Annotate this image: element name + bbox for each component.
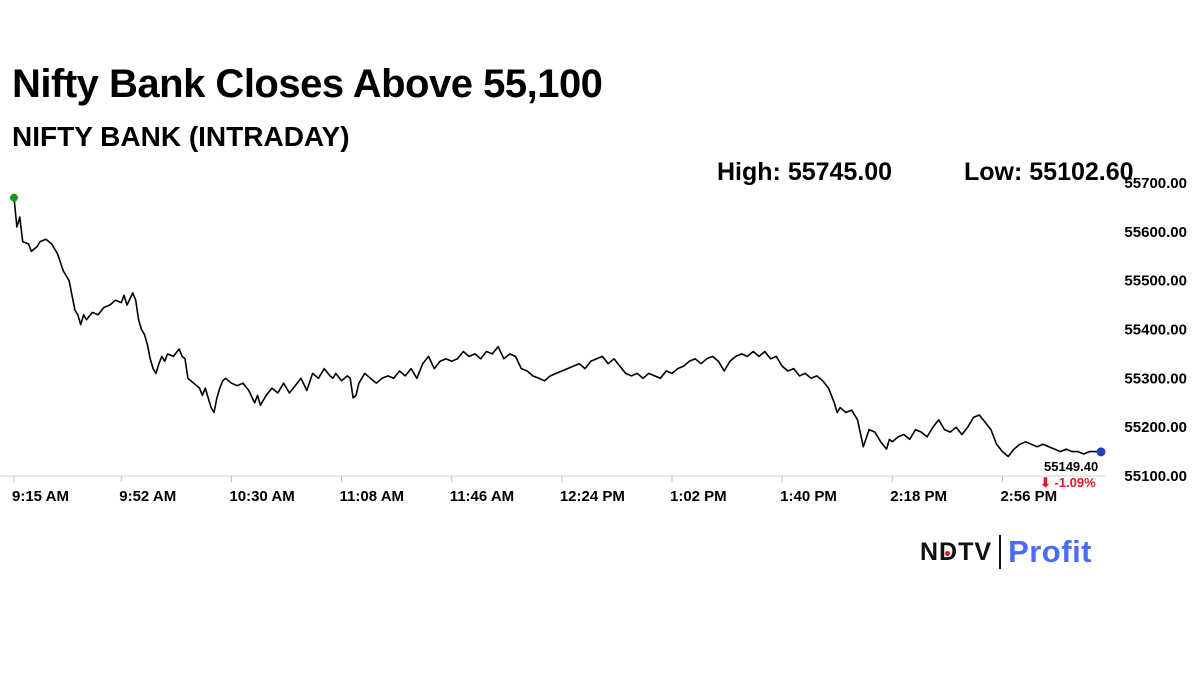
intraday-line-chart: 55700.00 55600.00 55500.00 55400.00 55300.00… [0, 175, 1187, 505]
x-tick-label: 11:46 AM [450, 488, 514, 505]
x-tick-label: 1:40 PM [780, 488, 837, 505]
y-tick-label: 55500.00 [1124, 273, 1187, 290]
ndtv-profit-logo: NDTV Profit [920, 532, 1092, 572]
headline: Nifty Bank Closes Above 55,100 [12, 62, 603, 106]
y-axis: 55700.00 55600.00 55500.00 55400.00 55300.00… [1124, 175, 1187, 485]
logo-red-dot [945, 550, 950, 556]
y-tick-label: 55300.00 [1124, 370, 1187, 387]
logo-divider [999, 535, 1002, 569]
x-tick-label: 11:08 AM [340, 488, 404, 505]
y-tick-label: 55700.00 [1124, 175, 1187, 192]
x-tick-label: 1:02 PM [670, 488, 727, 505]
x-axis: 9:15 AM 9:52 AM 10:30 AM 11:08 AM 11:46 AM 12… [0, 475, 1105, 505]
x-tick-label: 10:30 AM [229, 488, 294, 505]
end-point-marker [1096, 447, 1106, 457]
y-tick-label: 55200.00 [1124, 419, 1187, 436]
chart-subtitle: NIFTY BANK (INTRADAY) [12, 121, 350, 152]
start-point-marker [10, 193, 18, 202]
high-value: High: 55745.00 [717, 158, 893, 186]
x-tick-label: 2:56 PM [1000, 488, 1057, 505]
x-tick-label: 9:52 AM [119, 488, 176, 505]
change-percent-label: ⬇ -1.09% [1040, 475, 1096, 490]
y-tick-label: 55400.00 [1124, 322, 1187, 339]
series-line [13, 197, 1102, 458]
y-tick-label: 55100.00 [1124, 468, 1187, 485]
x-tick-label: 9:15 AM [12, 488, 69, 505]
plot-area: 55149.40⬇ -1.09% [10, 193, 1106, 490]
last-value-label: 55149.40 [1044, 459, 1098, 474]
x-tick-label: 12:24 PM [560, 488, 625, 505]
low-value: Low: 55102.60 [964, 158, 1134, 186]
logo-ndtv: NDTV [920, 537, 993, 566]
x-tick-label: 2:18 PM [890, 488, 947, 505]
y-tick-label: 55600.00 [1124, 224, 1187, 241]
logo-profit: Profit [1008, 534, 1092, 569]
